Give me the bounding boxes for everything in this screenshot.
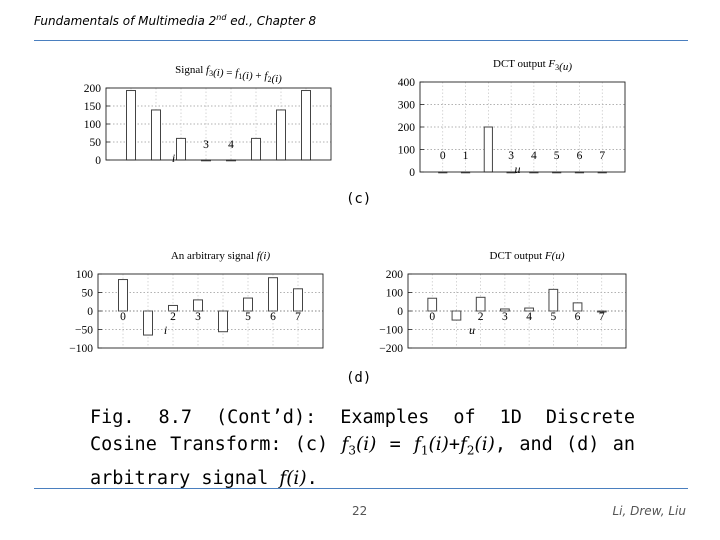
y-tick-label: 400	[398, 77, 416, 89]
y-tick-label: 200	[386, 269, 404, 281]
y-tick-label: −100	[379, 325, 403, 337]
y-tick-label: 0	[95, 155, 101, 167]
bar	[483, 126, 493, 173]
bar	[500, 308, 510, 312]
x-axis-label: u	[469, 323, 475, 337]
chart-title: DCT output F(u)	[490, 250, 565, 262]
chart-title: DCT output F3(u)	[493, 58, 572, 73]
bar	[268, 277, 278, 312]
y-tick-label: 0	[397, 306, 403, 318]
bar	[243, 297, 253, 312]
chart-f3-dct: DCT output F3(u)010020030040001234567u	[368, 55, 648, 203]
y-tick-label: 100	[398, 145, 416, 157]
bar	[475, 296, 486, 312]
y-tick-label: −100	[69, 343, 93, 355]
chart-svg: DCT output F3(u)010020030040001234567u	[398, 58, 626, 179]
header-divider	[34, 40, 688, 41]
panel-c-label: (c)	[346, 191, 372, 207]
x-tick-label: 0	[120, 311, 126, 323]
slide-header: Fundamentals of Multimedia 2nd ed., Chap…	[34, 13, 317, 28]
bar	[218, 310, 228, 333]
y-tick-label: 0	[87, 306, 93, 318]
x-tick-label: 7	[295, 311, 301, 323]
bar	[126, 90, 136, 161]
x-tick-label: 0	[429, 311, 435, 323]
x-tick-label: 7	[599, 150, 605, 162]
y-tick-label: 50	[82, 288, 94, 300]
bar	[118, 279, 128, 312]
plot-frame	[419, 81, 626, 173]
y-tick-label: 100	[386, 288, 404, 300]
footer-authors: Li, Drew, Liu	[612, 504, 686, 518]
chart-svg: Signal f3(i) = f1(i) + f2(i) 0 50 100 150 200…	[84, 64, 332, 167]
x-tick-label: 4	[526, 311, 532, 323]
y-tick-label: 100	[76, 269, 94, 281]
x-tick-label: 0	[440, 150, 446, 162]
bar	[193, 299, 203, 312]
x-tick-label: 4	[531, 150, 537, 162]
y-tick-label: 200	[398, 122, 416, 134]
bar	[251, 137, 261, 161]
x-tick-label: 2	[170, 311, 176, 323]
bar	[572, 302, 583, 312]
y-tick-label: 150	[84, 101, 102, 113]
x-tick-label: 5	[550, 311, 556, 323]
bar	[301, 90, 311, 161]
x-tick-label: 6	[575, 311, 581, 323]
plot-frame	[97, 273, 324, 349]
chart-arbitrary-dct: DCT output F(u)−200−100010020001234567u	[368, 240, 648, 385]
x-tick-label: 3	[195, 311, 201, 323]
x-tick-label: 6	[577, 150, 583, 162]
x-tick-label: 5	[245, 311, 251, 323]
x-tick-label: 7	[599, 311, 605, 323]
chart-f3-signal: Signal f3(i) = f1(i) + f2(i) 0 50 100 150 200…	[58, 55, 348, 203]
x-tick-label: 2	[478, 311, 484, 323]
x-tick-label: 5	[554, 150, 560, 162]
bar	[524, 307, 534, 312]
y-tick-label: 200	[84, 83, 102, 95]
y-tick-label: −200	[379, 343, 403, 355]
y-tick-label: 300	[398, 100, 416, 112]
bar	[451, 310, 462, 321]
panel-d-label: (d)	[346, 370, 372, 386]
plot-frame	[105, 87, 332, 161]
bar	[143, 310, 153, 336]
y-tick-label: 50	[90, 137, 102, 149]
x-tick-label: 6	[270, 311, 276, 323]
y-tick-label: 0	[409, 167, 415, 179]
bar	[151, 109, 161, 161]
figure-caption: Fig. 8.7 (Cont’d): Examples of 1D Discre…	[90, 407, 636, 489]
bar	[427, 297, 438, 312]
chart-svg: An arbitrary signal f(i)−100−50050100012…	[69, 250, 324, 355]
plot-frame	[407, 273, 627, 349]
x-tick-label: 4	[228, 139, 234, 151]
bar	[168, 304, 178, 312]
chart-arbitrary-signal: An arbitrary signal f(i)−100−50050100012…	[58, 240, 348, 385]
x-axis-label: i	[164, 323, 167, 337]
y-tick-label: −50	[75, 325, 93, 337]
bar	[548, 288, 559, 312]
bar	[276, 109, 286, 161]
y-tick-label: 100	[84, 119, 102, 131]
chart-title: Signal f3(i) = f1(i) + f2(i)	[175, 64, 282, 85]
bar	[293, 288, 303, 312]
chart-title: An arbitrary signal f(i)	[171, 250, 271, 262]
bar	[176, 137, 186, 161]
footer-divider	[34, 488, 688, 489]
x-tick-label: 3	[203, 139, 209, 151]
chart-svg: DCT output F(u)−200−100010020001234567u	[379, 250, 627, 355]
x-axis-label: u	[515, 162, 521, 176]
x-tick-label: 3	[502, 311, 508, 323]
page-number: 22	[352, 504, 368, 518]
x-tick-label: 1	[463, 150, 469, 162]
x-axis-label: i	[172, 151, 175, 165]
x-tick-label: 3	[508, 150, 514, 162]
